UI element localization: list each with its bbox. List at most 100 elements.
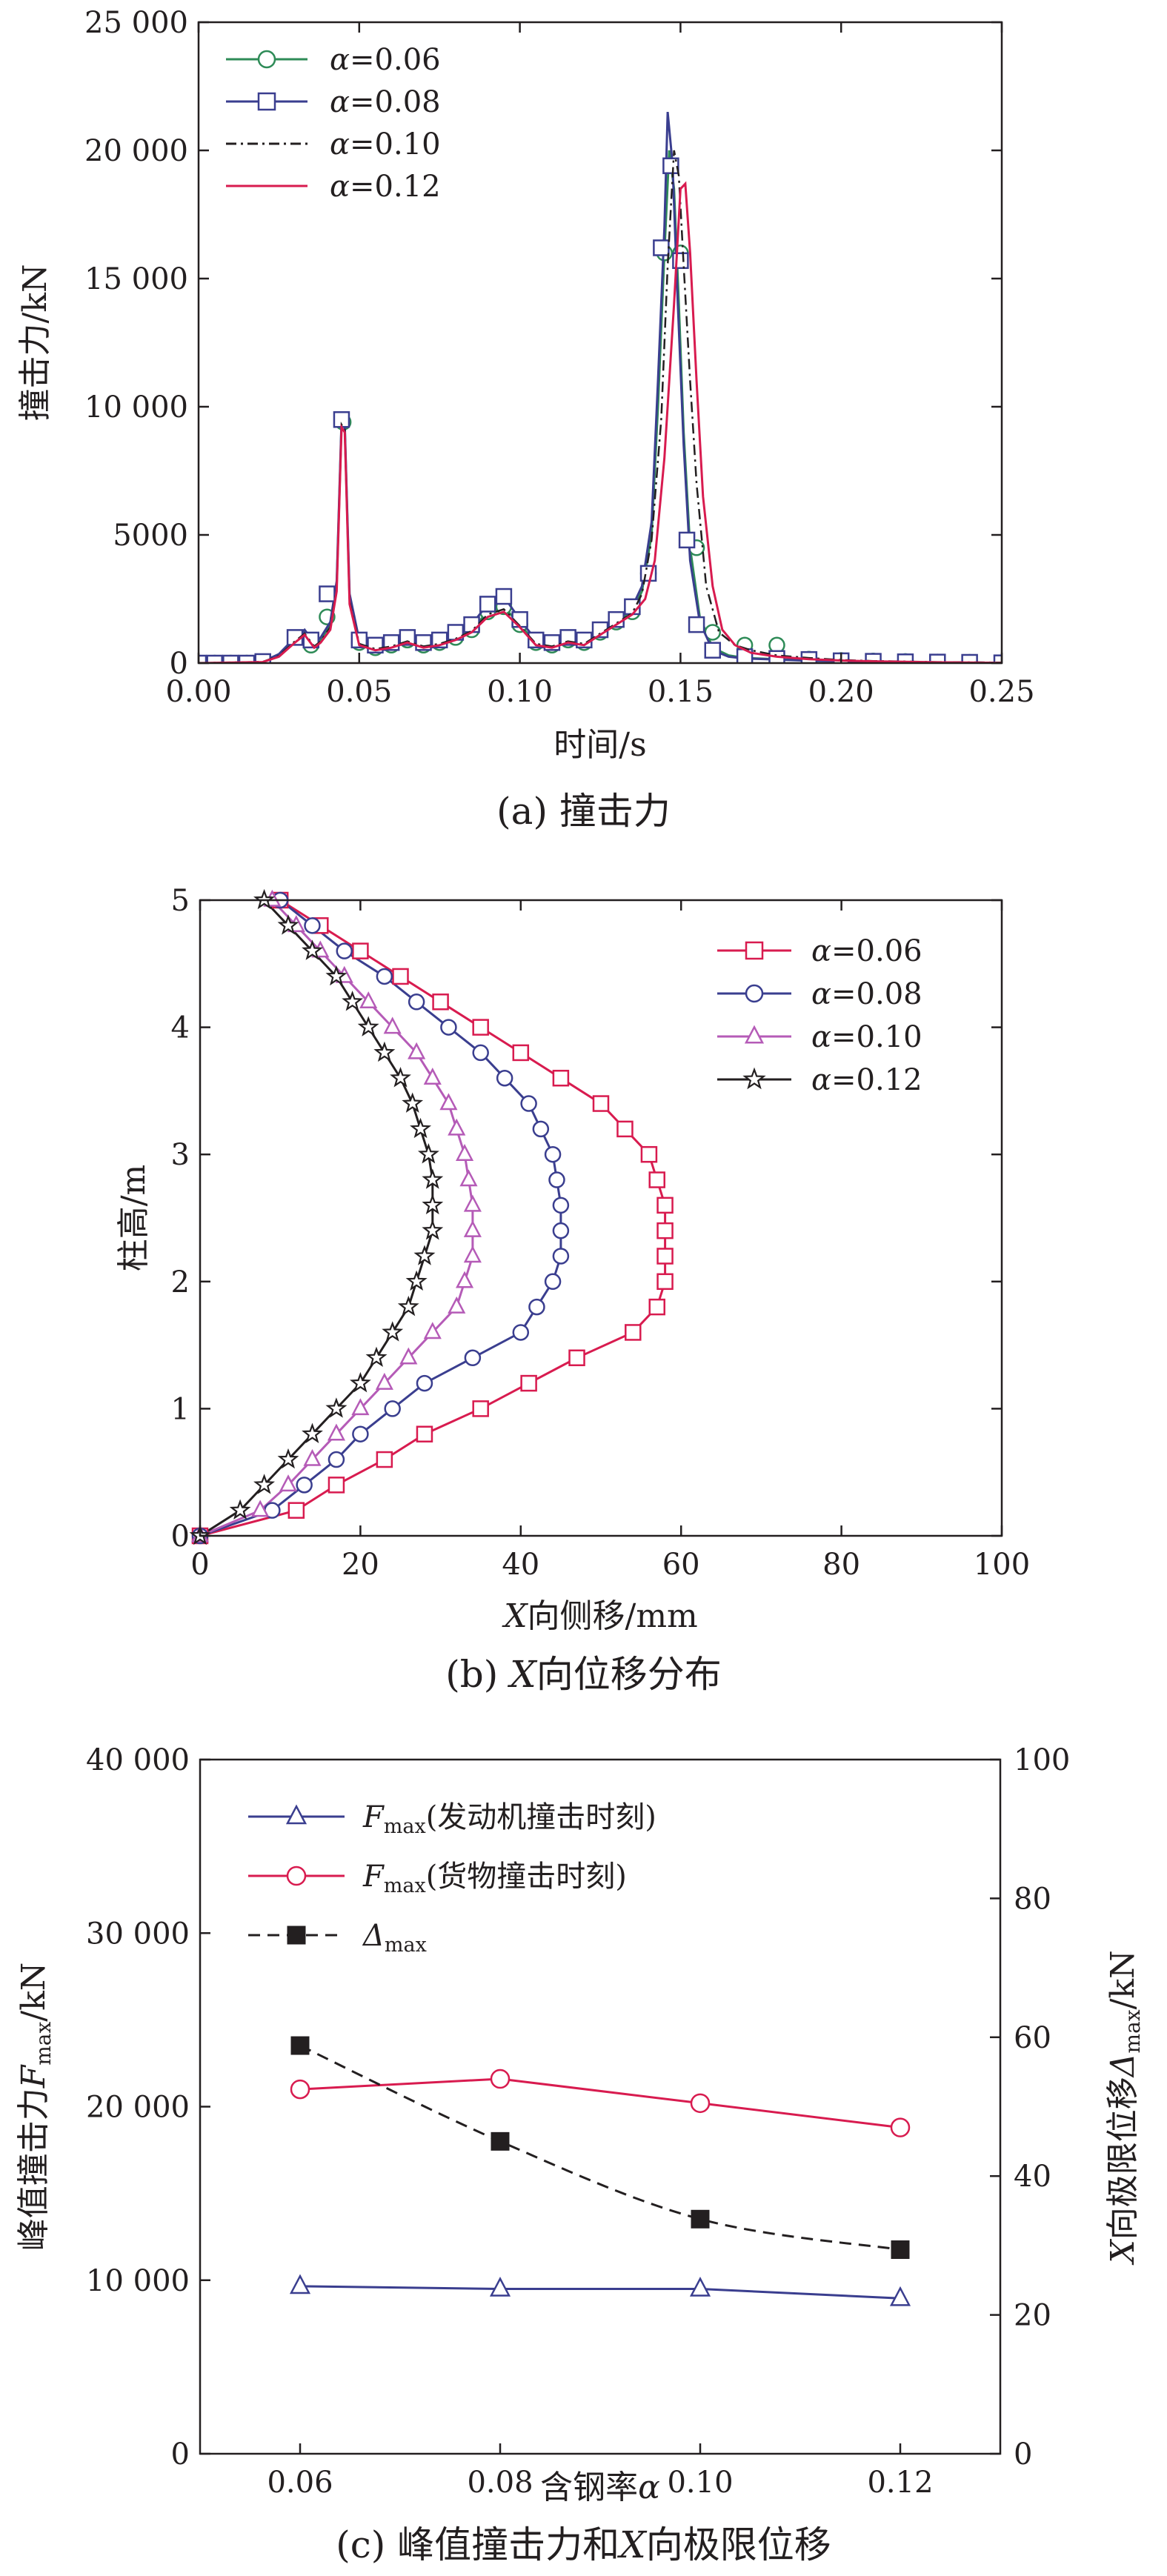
series-point-α=0.08 [384,1400,401,1417]
series-point-α=0.10 [455,1144,474,1161]
series-point-α=0.06 [512,1044,530,1062]
series-point-α=0.10 [327,1423,346,1441]
chart-a-xlabel: 时间/s [553,726,646,764]
series-point-α=0.08 [336,942,353,959]
series-Fmax(发动机撞击时刻)-point [689,2276,711,2297]
caption-b: (b) X向位移分布 [0,1645,1167,1698]
series-point-α=0.10 [399,1347,418,1365]
series-Fmax(货物撞击时刻)-point [490,2069,511,2089]
series-point-α=0.12 [405,1270,428,1291]
chart-c-ytick-label: 40 000 [86,1743,190,1777]
chart-c-ytick-label: 10 000 [86,2264,190,2298]
chart-b-xlabel: X向侧移/mm [502,1597,698,1635]
series-line-α=0.10 [199,150,1002,663]
series-point-α=0.08 [544,1145,562,1163]
chart-panel-a: 0.00 0.05 0.10 0.15 0.20 0.25 0 5000 10 000 15 00… [0,0,1167,845]
legend-label-α=0.06: α=0.06 [811,934,922,968]
series-point-α=0.06 [656,1273,674,1291]
series-point-α=0.06 [656,1222,674,1239]
legend-label-α=0.12: α=0.12 [330,170,441,204]
caption-c-prefix: (c) 峰值撞击力和 [336,2523,620,2566]
series-point-α=0.08 [199,654,207,663]
series-point-α=0.06 [416,1425,433,1442]
legend-marker-α=0.08 [745,984,764,1003]
series-point-α=0.12 [325,1397,348,1418]
series-point-α=0.10 [251,1500,270,1517]
series-point-α=0.08 [552,1222,570,1239]
series-point-α=0.06 [520,1374,537,1392]
series-point-α=0.10 [423,1322,442,1339]
series-point-α=0.08 [678,531,696,549]
series-point-α=0.06 [472,1019,489,1036]
series-point-α=0.10 [439,1093,458,1111]
chart-c-y2label: X向极限位移Δmax/kN [1104,1950,1145,2265]
series-point-α=0.06 [568,1349,585,1367]
series-point-α=0.12 [390,1066,411,1088]
series-point-α=0.12 [277,914,299,935]
chart-a-plot-area [199,111,1002,663]
chart-b-ytick-label: 0 [171,1520,190,1554]
chart-c-y2tick-label: 100 [1014,1743,1070,1777]
caption-b-prefix: (b) [445,1653,511,1696]
series-point-α=0.06 [648,1298,665,1316]
chart-a-ylabel: 撞击力/kN [16,264,54,422]
legend-Δmax-label: Δmax [362,1919,427,1957]
plot-frame [197,21,1003,665]
chart-c-ytick-label: 20 000 [86,2091,190,2125]
series-point-α=0.10 [408,1042,426,1059]
chart-a-xtick-label: 0.15 [648,675,714,709]
legend-Fmax(发动机撞击时刻)-label: Fmax(发动机撞击时刻) [362,1800,656,1838]
chart-a-xtick-label: 0.05 [326,675,392,709]
series-Fmax(货物撞击时刻)-point [690,2093,711,2114]
chart-a-ytick-label: 0 [170,647,188,681]
chart-c-xtick-label: 0.10 [667,2466,733,2500]
caption-b-var: X [510,1653,536,1696]
series-point-α=0.08 [319,585,336,602]
chart-b-ytick-label: 1 [171,1392,190,1426]
series-point-α=0.06 [640,1145,658,1163]
series-point-α=0.12 [253,1474,276,1494]
series-point-α=0.08 [532,1120,550,1138]
series-point-α=0.08 [206,654,223,663]
series-point-α=0.06 [656,1248,674,1265]
series-point-α=0.08 [328,1451,345,1468]
caption-c-var: X [619,2523,646,2566]
series-point-α=0.08 [416,1374,433,1392]
legend-Fmax(发动机撞击时刻)-marker [285,1804,307,1825]
legend-marker-α=0.10 [744,1025,765,1044]
chart-c-ylabel: 峰值撞击力Fmax/kN [15,1963,56,2251]
series-point-α=0.10 [383,1016,402,1034]
series-point-α=0.10 [279,1474,298,1492]
chart-a-legend: α=0.06 α=0.08 α=0.10 α=0.12 [226,43,441,204]
series-point-α=0.08 [222,654,239,663]
series-point-α=0.06 [472,1400,489,1417]
chart-c-y2tick-label: 80 [1014,1882,1051,1916]
chart-b-legend: α=0.06 α=0.08 α=0.10 α=0.12 [717,934,922,1097]
series-point-α=0.08 [440,1019,457,1036]
series-point-α=0.08 [238,654,256,663]
chart-a-ytick-label: 5000 [113,519,188,553]
caption-a: (a) 撞击力 [496,790,671,833]
chart-c-svg: 0.06 0.08 0.10 0.12 0 10 000 20 000 30 000 40 00… [15,1743,1145,2506]
chart-b-xtick-label: 0 [190,1548,209,1582]
chart-b-ytick-label: 4 [171,1011,190,1045]
series-point-α=0.06 [432,994,449,1011]
chart-a-xtick-label: 0.25 [968,675,1034,709]
series-Fmax(发动机撞击时刻)-point [289,2274,311,2294]
chart-c-plot-area [289,2036,911,2306]
series-point-α=0.10 [448,1118,466,1136]
series-point-α=0.12 [410,1117,432,1139]
chart-b-ylabel: 柱高/m [115,1165,153,1272]
series-point-α=0.06 [592,1095,610,1112]
series-point-α=0.12 [365,1346,388,1368]
series-point-α=0.12 [422,1194,444,1215]
series-point-α=0.06 [616,1120,634,1138]
chart-c-ytick-label: 0 [171,2437,190,2472]
series-point-α=0.12 [350,1371,371,1393]
series-point-α=0.10 [351,1398,370,1416]
chart-a-svg: 0.00 0.05 0.10 0.15 0.20 0.25 0 5000 10 000 15 00… [16,6,1035,764]
legend-label-α=0.10: α=0.10 [330,127,441,162]
series-point-α=0.06 [352,942,369,959]
series-point-α=0.08 [472,1044,489,1062]
series-point-α=0.06 [648,1171,665,1188]
